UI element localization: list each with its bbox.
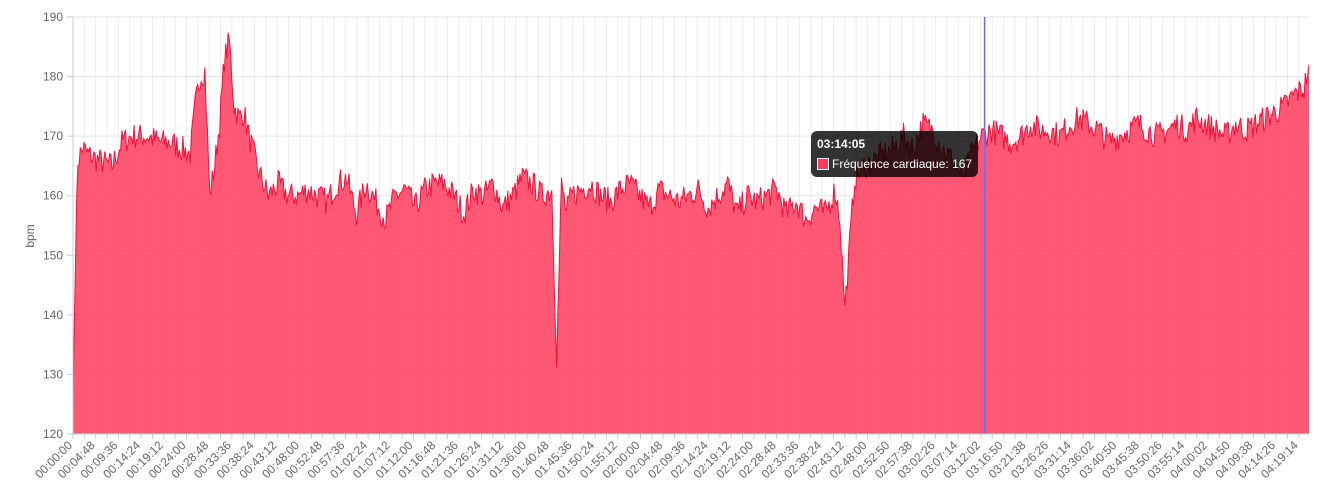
- tooltip-series-swatch: [817, 158, 829, 170]
- tooltip-row: Fréquence cardiaque: 167: [817, 157, 972, 171]
- y-tick-label: 120: [43, 427, 63, 441]
- plot-area: [72, 32, 1310, 434]
- tooltip-title: 03:14:05: [817, 137, 866, 151]
- y-axis-label: bpm: [23, 224, 37, 247]
- y-tick-label: 170: [43, 129, 63, 143]
- y-tick-label: 130: [43, 367, 63, 381]
- series-line: [72, 32, 1310, 405]
- y-tick-label: 190: [43, 10, 63, 24]
- chart-tooltip: 03:14:05 Fréquence cardiaque: 167: [811, 131, 979, 177]
- y-tick-label: 160: [43, 189, 63, 203]
- tooltip-series-label: Fréquence cardiaque: 167: [832, 157, 973, 171]
- y-tick-label: 150: [43, 248, 63, 262]
- y-tick-label: 140: [43, 308, 63, 322]
- series-area-fill: [73, 32, 1309, 434]
- y-tick-label: 180: [43, 70, 63, 84]
